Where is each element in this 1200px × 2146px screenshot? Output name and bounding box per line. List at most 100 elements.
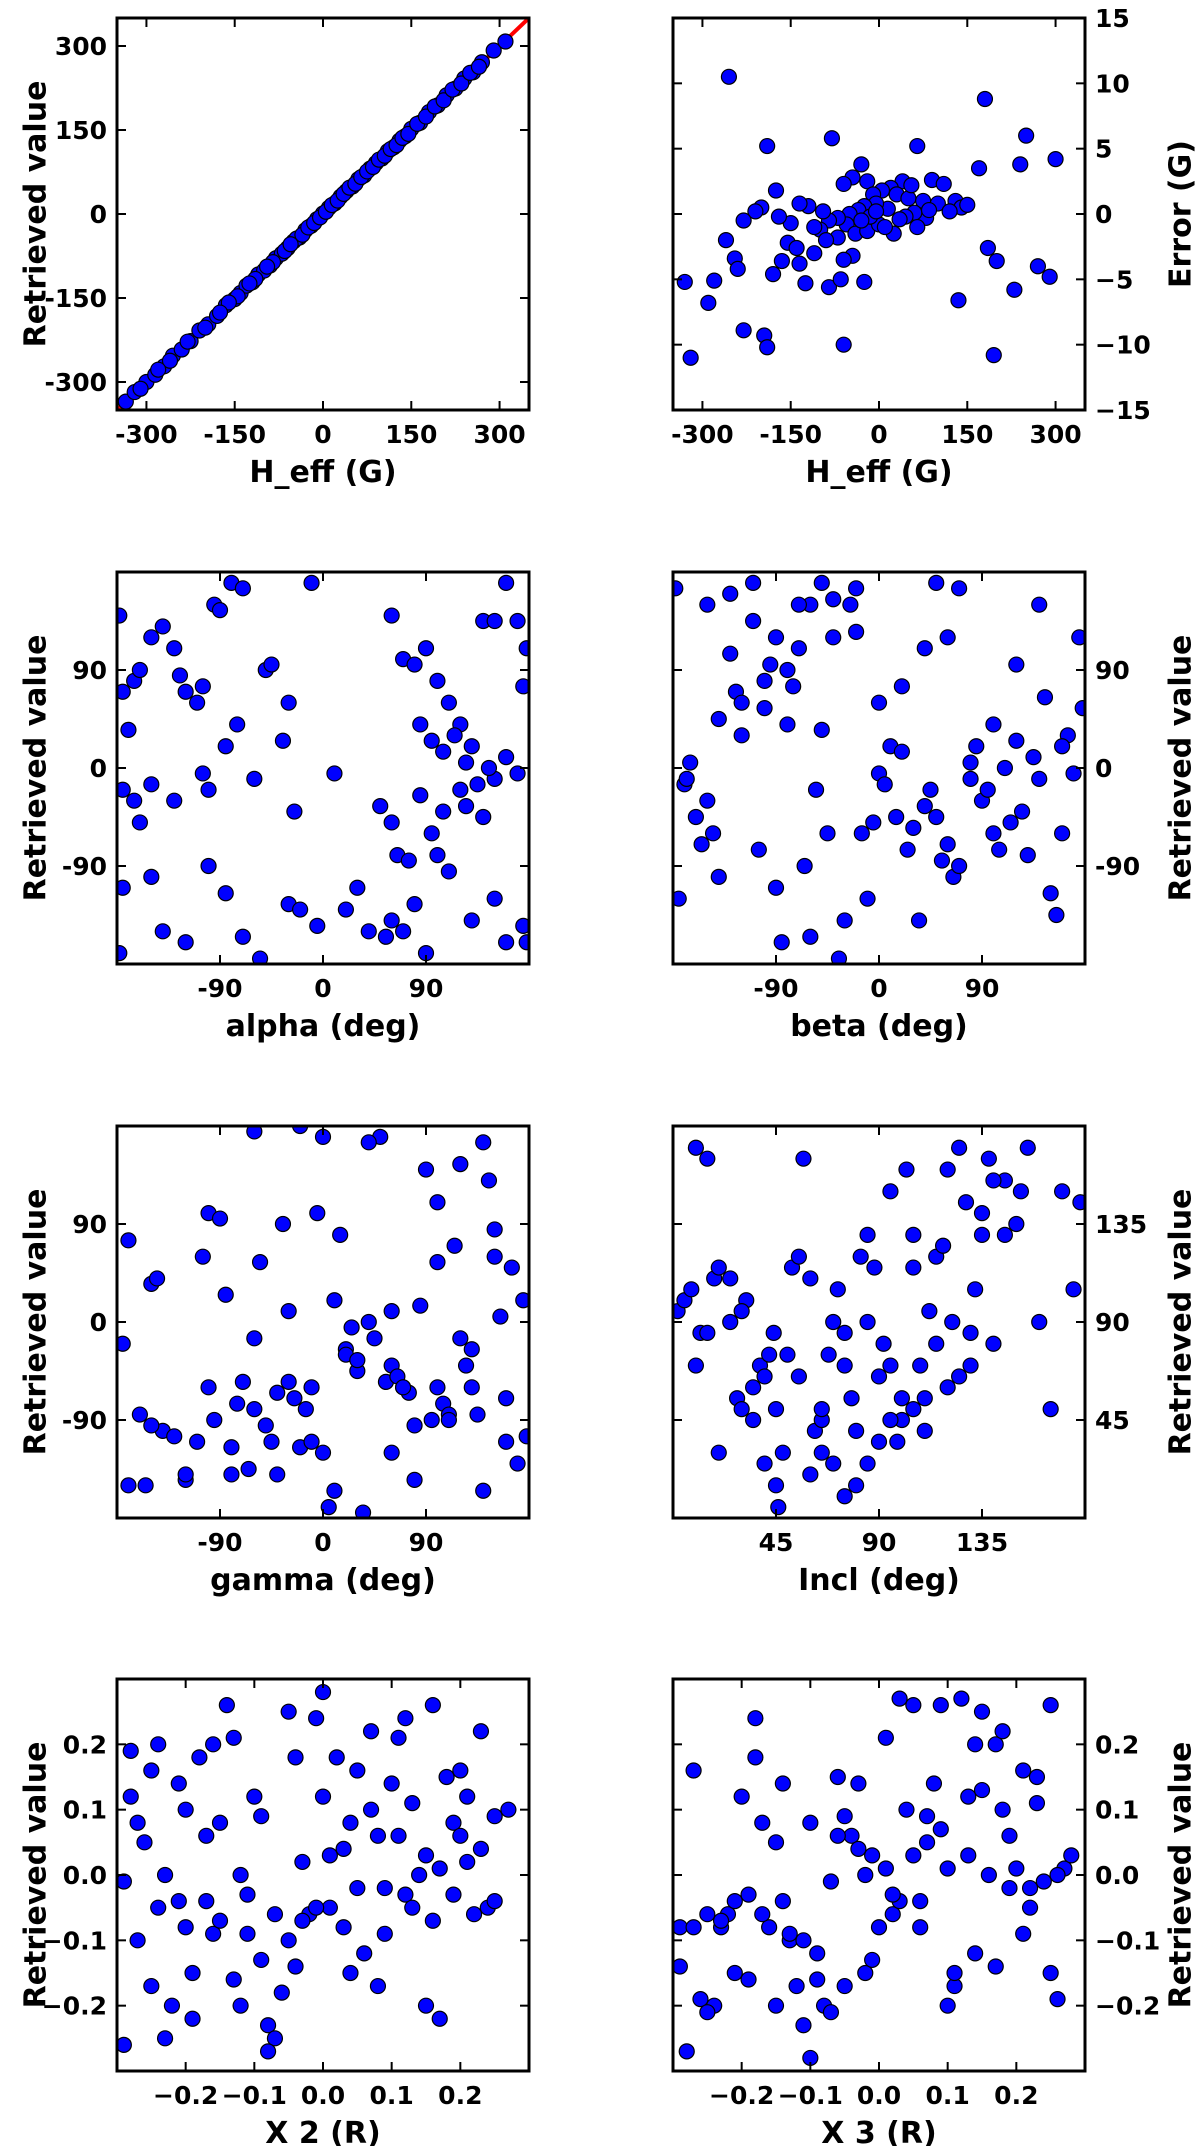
data-point-x2-72 — [349, 1879, 366, 1897]
data-point-x2-20 — [253, 1808, 270, 1825]
data-point-gamma-1 — [120, 1232, 137, 1249]
data-point-alpha-28 — [229, 716, 246, 733]
data-point-incl-71 — [859, 1455, 876, 1472]
data-point-heff-error-3 — [853, 156, 870, 173]
data-point-x2-43 — [411, 1866, 428, 1884]
data-point-alpha-82 — [486, 612, 503, 630]
data-point-beta-59 — [1025, 749, 1042, 766]
data-point-alpha-9 — [177, 683, 194, 700]
y-tick-label-heff-retrieved-0: -300 — [44, 368, 107, 397]
data-point-incl-29 — [829, 1281, 846, 1298]
data-point-gamma-40 — [366, 1330, 383, 1347]
data-point-heff-error-67 — [797, 275, 814, 292]
data-point-gamma-36 — [343, 1319, 360, 1336]
data-point-heff-error-66 — [706, 272, 723, 289]
data-point-alpha-0 — [117, 607, 128, 624]
plot-area-gamma — [117, 1126, 529, 1518]
data-point-beta-67 — [1071, 629, 1085, 646]
data-point-x2-22 — [266, 2030, 284, 2047]
y-tick-label-alpha-1: 0 — [90, 754, 107, 783]
data-point-incl-75 — [905, 1401, 922, 1418]
data-point-x3-48 — [1001, 1827, 1018, 1844]
x-tick-label-gamma-0: -90 — [197, 1528, 242, 1557]
x-tick-label-x3-3: 0.1 — [926, 2081, 970, 2110]
data-point-beta-34 — [876, 776, 893, 793]
data-point-heff-error-0 — [720, 68, 738, 85]
data-point-beta-10 — [733, 727, 750, 744]
data-point-x2-26 — [294, 1853, 311, 1871]
data-point-incl-19 — [774, 1444, 791, 1461]
y-axis-label-alpha: Retrieved value — [19, 635, 54, 902]
data-point-x3-65 — [767, 1997, 785, 2014]
data-point-heff-retrieved-81 — [179, 333, 196, 350]
data-point-gamma-69 — [292, 1126, 309, 1135]
data-point-x2-52 — [472, 1723, 490, 1740]
data-point-heff-error-4 — [909, 137, 926, 155]
data-point-alpha-36 — [200, 857, 217, 875]
data-point-gamma-79 — [200, 1379, 217, 1396]
data-point-beta-68 — [1074, 700, 1085, 717]
data-point-x3-54 — [1042, 1697, 1059, 1714]
data-point-x3-23 — [829, 1768, 846, 1786]
x-tick-label-alpha-2: 90 — [409, 974, 444, 1003]
data-point-alpha-23 — [143, 776, 160, 793]
data-point-heff-error-59 — [791, 255, 808, 272]
data-point-x2-60 — [184, 2010, 201, 2027]
data-point-alpha-2 — [120, 721, 137, 738]
data-point-alpha-77 — [429, 672, 446, 689]
data-point-incl-32 — [848, 1422, 865, 1439]
data-point-heff-retrieved-90 — [435, 92, 452, 109]
y-tick-label-x3-1: −0.1 — [1095, 1926, 1160, 1955]
data-point-gamma-5 — [148, 1270, 166, 1287]
data-point-x3-20 — [809, 1945, 826, 1962]
data-point-x3-38 — [932, 1697, 949, 1714]
data-point-heff-error-7 — [1047, 151, 1064, 168]
data-point-incl-84 — [756, 1455, 773, 1472]
data-point-beta-82 — [962, 770, 979, 787]
x-axis-label-heff-error: H_eff (G) — [805, 455, 952, 490]
data-point-incl-70 — [848, 1477, 865, 1494]
data-point-heff-error-44 — [770, 208, 788, 225]
data-point-x2-1 — [122, 1788, 139, 1805]
data-point-alpha-24 — [166, 792, 183, 809]
data-point-heff-error-47 — [747, 203, 764, 220]
x-tick-label-x3-1: −0.1 — [778, 2081, 843, 2110]
data-point-alpha-43 — [337, 901, 354, 918]
data-point-beta-0 — [673, 580, 684, 597]
data-point-alpha-13 — [211, 602, 229, 619]
data-point-beta-20 — [796, 857, 813, 875]
data-point-incl-12 — [745, 1411, 762, 1429]
data-point-beta-4 — [693, 836, 710, 853]
data-point-x3-30 — [877, 1860, 894, 1877]
data-point-beta-80 — [916, 640, 933, 657]
data-point-x2-49 — [452, 1762, 469, 1779]
data-point-beta-52 — [985, 825, 1002, 842]
data-point-incl-93 — [813, 1401, 830, 1418]
data-point-alpha-89 — [435, 743, 452, 760]
data-point-heff-error-89 — [788, 239, 805, 257]
data-point-alpha-48 — [406, 896, 423, 913]
data-point-x3-34 — [905, 1697, 922, 1714]
data-point-beta-6 — [704, 825, 722, 842]
data-point-gamma-64 — [503, 1259, 520, 1276]
x-tick-label-heff-error-2: 0 — [870, 420, 887, 449]
data-point-x2-61 — [198, 1893, 215, 1910]
data-point-alpha-84 — [509, 612, 526, 630]
data-point-incl-38 — [882, 1183, 899, 1200]
data-point-x3-68 — [809, 1971, 826, 1988]
y-tick-label-x3-3: 0.1 — [1095, 1796, 1139, 1825]
data-point-beta-63 — [1048, 906, 1065, 924]
data-point-x3-94 — [967, 1736, 984, 1753]
data-point-alpha-11 — [194, 678, 211, 695]
data-point-x3-51 — [1021, 1899, 1039, 1916]
data-point-x2-86 — [177, 1801, 194, 1818]
data-point-x2-12 — [198, 1827, 215, 1844]
data-point-incl-22 — [790, 1248, 807, 1265]
data-point-alpha-10 — [189, 694, 206, 711]
data-point-beta-51 — [979, 781, 996, 798]
data-point-heff-retrieved-80 — [197, 319, 214, 336]
data-point-incl-18 — [770, 1499, 787, 1516]
data-point-heff-retrieved-79 — [211, 304, 229, 321]
data-point-x2-96 — [452, 1827, 469, 1844]
data-point-heff-error-9 — [859, 173, 876, 190]
